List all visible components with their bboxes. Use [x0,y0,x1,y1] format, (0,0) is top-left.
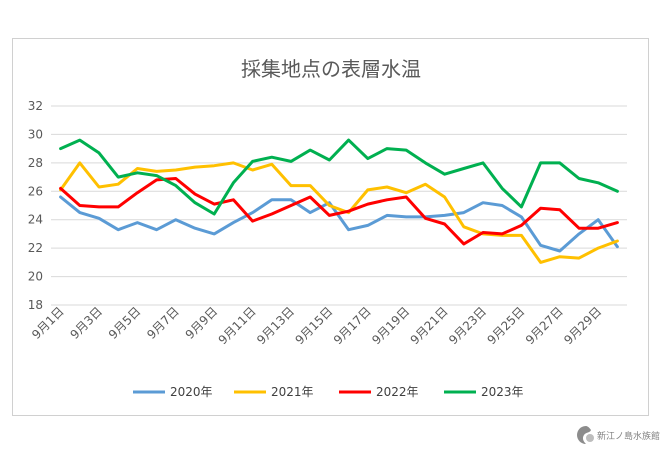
x-tick-label: 9月23日 [446,304,489,347]
aquarium-logo-icon [577,426,594,444]
x-tick-label: 9月19日 [369,304,412,347]
y-tick-label: 26 [28,184,43,198]
y-tick-label: 22 [28,241,43,255]
x-tick-label: 9月5日 [106,304,144,342]
series-line-0 [59,195,619,253]
x-tick-label: 9月17日 [331,304,374,347]
legend-label-3: 2023年 [481,385,524,399]
watermark-text: 新江ノ島水族館 [597,432,660,442]
aquarium-watermark: 新江ノ島水族館 [576,424,660,446]
chart-title: 採集地点の表層水温 [241,57,421,81]
series-line-3 [59,138,619,216]
y-tick-label: 24 [28,213,43,227]
y-tick-label: 32 [28,99,43,113]
series-line-2 [59,177,619,246]
x-tick-label: 9月27日 [523,304,566,347]
x-tick-label: 9月7日 [144,304,182,342]
x-tick-label: 9月11日 [216,304,259,347]
x-tick-label: 9月3日 [67,304,105,342]
x-tick-label: 9月15日 [292,304,335,347]
x-tick-label: 9月25日 [484,304,527,347]
series-line-1 [59,161,619,264]
x-tick-label: 9月29日 [561,304,604,347]
y-tick-label: 20 [28,270,43,284]
legend-label-0: 2020年 [170,385,213,399]
legend-label-1: 2021年 [271,385,314,399]
x-tick-label: 9月13日 [254,304,297,347]
x-tick-label: 9月9日 [183,304,221,342]
y-tick-label: 28 [28,156,43,170]
chart-frame: 採集地点の表層水温 18 20 22 24 26 28 30 32 9月1日 9月3日 9月5日 9… [12,38,649,416]
y-tick-label: 30 [28,127,43,141]
x-tick-label: 9月21日 [408,304,451,347]
y-tick-label: 18 [28,298,43,312]
legend-label-2: 2022年 [376,385,419,399]
